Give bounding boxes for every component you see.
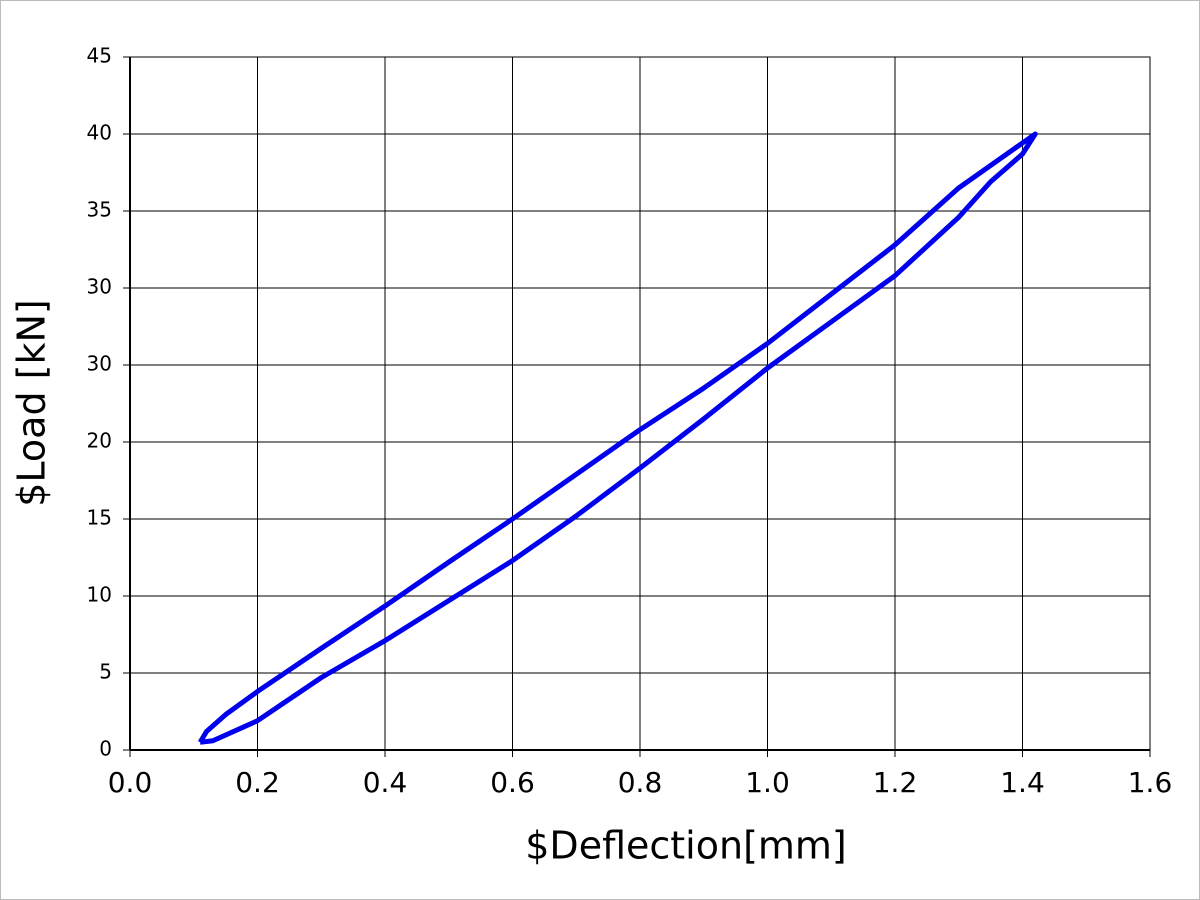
x-axis-title: $Deflection[mm] <box>525 824 847 868</box>
y-tick-label: 5 <box>99 660 112 684</box>
x-tick-label: 0.4 <box>363 766 408 799</box>
y-tick-label: 0 <box>99 737 112 761</box>
y-tick-label: 35 <box>87 198 112 222</box>
x-tick-label: 0.8 <box>618 766 663 799</box>
x-tick-label: 1.4 <box>1000 766 1045 799</box>
x-tick-label: 1.6 <box>1128 766 1173 799</box>
y-tick-label: 20 <box>87 429 112 453</box>
y-tick-label: 45 <box>87 44 112 68</box>
x-tick-label: 0.2 <box>235 766 280 799</box>
y-axis-title: $Load [kN] <box>10 299 54 507</box>
x-tick-label: 0.0 <box>108 766 153 799</box>
x-tick-label: 1.2 <box>873 766 918 799</box>
y-tick-label: 10 <box>87 583 112 607</box>
y-tick-label: 40 <box>87 121 112 145</box>
y-tick-label: 30 <box>87 275 112 299</box>
data-line <box>197 131 1038 745</box>
x-tick-label: 1.0 <box>745 766 790 799</box>
x-tick-label: 0.6 <box>490 766 535 799</box>
y-tick-label: 30 <box>87 352 112 376</box>
y-tick-label: 15 <box>87 506 112 530</box>
